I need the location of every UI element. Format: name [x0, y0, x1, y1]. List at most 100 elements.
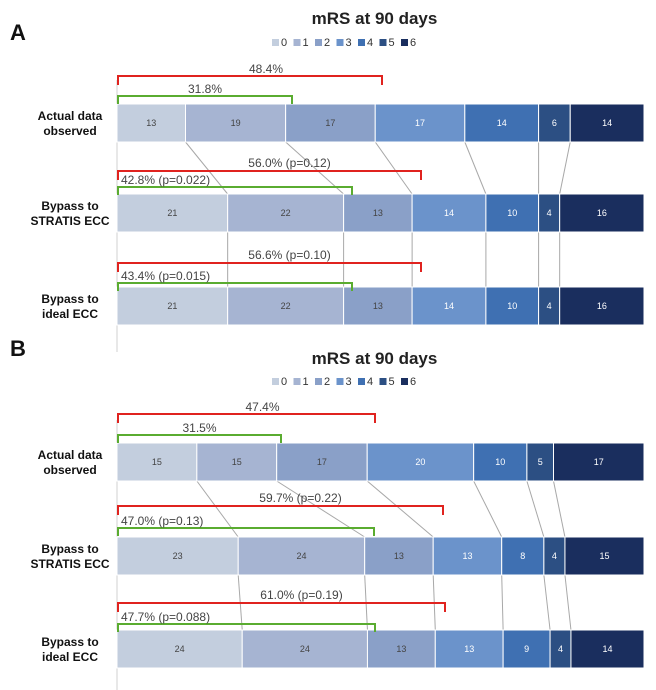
bar-segment — [501, 536, 545, 576]
green-bracket — [117, 282, 353, 291]
segment-label: 10 — [507, 301, 517, 311]
connector-line — [564, 574, 572, 631]
segment-label: 15 — [232, 457, 242, 467]
segment-label: 4 — [547, 301, 552, 311]
segment-label: 19 — [231, 118, 241, 128]
legend-swatch — [315, 39, 322, 46]
bar-segment — [116, 193, 229, 233]
segment-label: 14 — [444, 208, 454, 218]
legend-label: 3 — [346, 376, 352, 388]
panel-letter: B — [10, 336, 26, 361]
chart-title: mRS at 90 days — [312, 9, 438, 28]
legend-label: 4 — [367, 376, 373, 388]
row-label: Bypass to — [41, 199, 98, 213]
row-label: ideal ECC — [42, 650, 98, 664]
segment-label: 21 — [167, 208, 177, 218]
panel-letter: A — [10, 20, 26, 45]
segment-label: 6 — [552, 118, 557, 128]
segment-label: 5 — [538, 457, 543, 467]
segment-label: 8 — [520, 551, 525, 561]
bar-segment — [285, 103, 376, 143]
green-bracket-label: 43.4% (p=0.015) — [121, 269, 210, 283]
row-label: STRATIS ECC — [30, 214, 109, 228]
segment-label: 9 — [524, 644, 529, 654]
legend-label: 0 — [281, 37, 287, 49]
segment-label: 14 — [602, 118, 612, 128]
red-bracket-label: 48.4% — [249, 62, 283, 76]
bar-segment — [374, 103, 466, 143]
green-bracket-label: 31.8% — [188, 82, 222, 96]
segment-label: 23 — [173, 551, 183, 561]
bar-segment — [434, 629, 504, 669]
green-bracket — [117, 186, 353, 195]
legend: 0 1 2 3 4 5 6 — [272, 376, 416, 388]
segment-label: 24 — [300, 644, 310, 654]
bar-segment — [276, 442, 368, 482]
green-bracket-label: 31.5% — [182, 421, 216, 435]
row-label: Bypass to — [41, 292, 98, 306]
legend-label: 6 — [410, 376, 416, 388]
legend-swatch — [379, 378, 387, 385]
green-bracket — [117, 527, 375, 536]
bar-segment — [564, 536, 645, 576]
bar-segment — [526, 442, 555, 482]
connector-line — [285, 141, 344, 195]
bar-segment — [227, 286, 345, 326]
row-label: Actual data — [38, 109, 103, 123]
segment-label: 17 — [325, 118, 335, 128]
segment-label: 14 — [497, 118, 507, 128]
segment-label: 4 — [547, 208, 552, 218]
row-label: observed — [43, 463, 96, 477]
bar-segment — [237, 536, 366, 576]
chart-title: mRS at 90 days — [312, 349, 438, 368]
segment-label: 17 — [415, 118, 425, 128]
bar-segment — [570, 629, 645, 669]
bar-segment — [116, 286, 229, 326]
legend-swatch — [293, 39, 301, 46]
legend-swatch — [379, 39, 387, 46]
legend-swatch — [358, 378, 365, 385]
bar-segment — [196, 442, 278, 482]
legend-swatch — [336, 39, 344, 46]
connector-line — [464, 141, 487, 195]
segment-label: 13 — [146, 118, 156, 128]
segment-label: 17 — [594, 457, 604, 467]
segment-label: 14 — [444, 301, 454, 311]
bar-segment — [485, 286, 540, 326]
connector-line — [526, 480, 545, 538]
segment-label: 14 — [602, 644, 612, 654]
legend-swatch — [358, 39, 365, 46]
row-label: ideal ECC — [42, 307, 98, 321]
bar-segment — [366, 442, 475, 482]
segment-label: 21 — [167, 301, 177, 311]
connector-line — [553, 480, 566, 538]
segment-label: 22 — [281, 301, 291, 311]
legend-swatch — [401, 39, 408, 46]
legend-label: 2 — [324, 37, 330, 49]
segment-label: 24 — [175, 644, 185, 654]
legend-label: 2 — [324, 376, 330, 388]
green-bracket-label: 47.0% (p=0.13) — [121, 514, 203, 528]
legend-label: 3 — [346, 37, 352, 49]
bar-segment — [559, 286, 645, 326]
connector-line — [543, 574, 551, 631]
legend-label: 5 — [389, 37, 395, 49]
bar-segment — [116, 629, 243, 669]
segment-label: 13 — [373, 208, 383, 218]
connector-line — [366, 480, 434, 538]
row-label: STRATIS ECC — [30, 557, 109, 571]
segment-label: 24 — [296, 551, 306, 561]
red-bracket — [117, 505, 444, 515]
legend-swatch — [401, 378, 408, 385]
segment-label: 16 — [597, 301, 607, 311]
row-label: Bypass to — [41, 542, 98, 556]
segment-label: 20 — [415, 457, 425, 467]
